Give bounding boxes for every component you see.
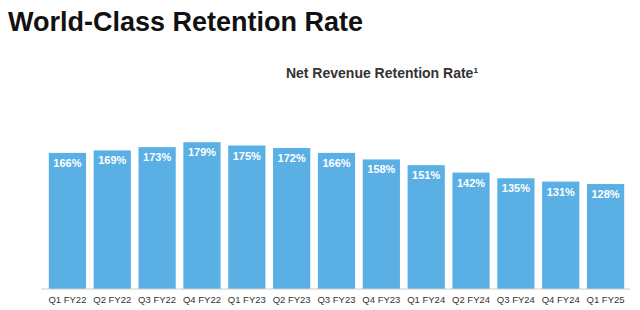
- bar: [408, 165, 445, 289]
- subtitle: Net Revenue Retention Rate¹: [286, 65, 478, 81]
- x-tick-label: Q3 FY24: [497, 294, 535, 305]
- chart: World-Class Retention Rate Net Revenue Re…: [0, 0, 640, 310]
- bar: [452, 173, 489, 289]
- bar: [587, 184, 624, 289]
- data-label: 175%: [233, 150, 261, 162]
- x-tick-label: Q2 FY22: [93, 294, 131, 305]
- data-label: 166%: [322, 157, 350, 169]
- data-label: 166%: [53, 157, 81, 169]
- bar: [94, 150, 131, 289]
- bar: [273, 148, 310, 289]
- data-label: 173%: [143, 151, 171, 163]
- bar: [542, 182, 579, 289]
- x-tick-label: Q3 FY23: [317, 294, 355, 305]
- bar: [497, 178, 534, 289]
- x-tick-label: Q3 FY22: [138, 294, 176, 305]
- bar: [49, 153, 86, 289]
- bar: [363, 159, 400, 289]
- bar: [183, 142, 220, 289]
- data-label: 142%: [457, 177, 485, 189]
- data-label: 169%: [98, 154, 126, 166]
- x-tick-label: Q1 FY24: [407, 294, 445, 305]
- data-label: 135%: [502, 182, 530, 194]
- data-label: 128%: [592, 188, 620, 200]
- bar: [228, 146, 265, 290]
- x-tick-label: Q1 FY22: [48, 294, 86, 305]
- data-label: 179%: [188, 146, 216, 158]
- bar: [318, 153, 355, 289]
- x-tick-label: Q1 FY25: [587, 294, 625, 305]
- x-tick-label: Q4 FY23: [362, 294, 400, 305]
- baseline: [41, 289, 630, 290]
- labels: 166% Q1 FY22 169% Q2 FY22 173% Q3 FY22 179% Q4 …: [48, 146, 624, 305]
- x-tick-label: Q1 FY23: [228, 294, 266, 305]
- x-tick-label: Q4 FY22: [183, 294, 221, 305]
- title: World-Class Retention Rate: [8, 7, 363, 37]
- data-label: 172%: [278, 152, 306, 164]
- x-tick-label: Q4 FY24: [542, 294, 580, 305]
- data-label: 158%: [367, 163, 395, 175]
- data-label: 151%: [412, 169, 440, 181]
- x-tick-label: Q2 FY23: [273, 294, 311, 305]
- x-tick-label: Q2 FY24: [452, 294, 490, 305]
- data-label: 131%: [547, 186, 575, 198]
- bar: [139, 147, 176, 289]
- bars: [49, 142, 624, 289]
